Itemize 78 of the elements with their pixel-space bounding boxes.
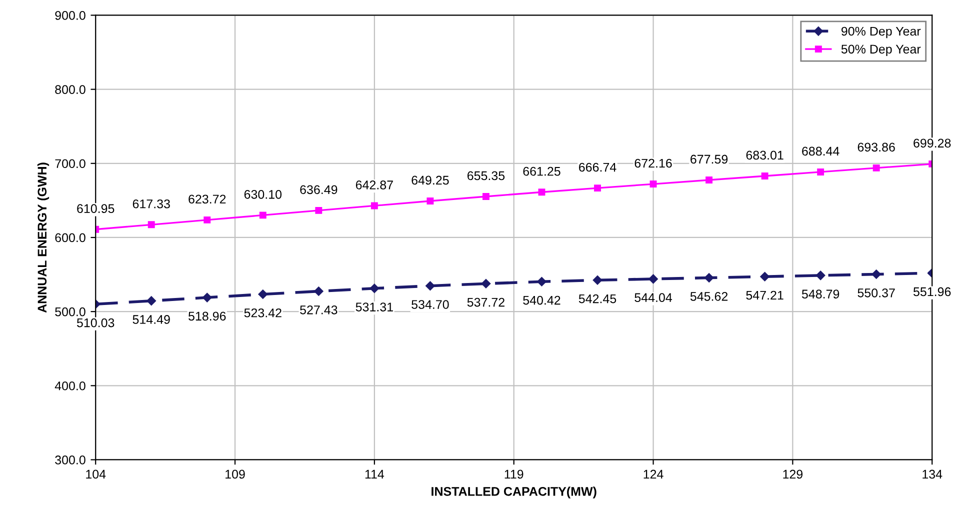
data-label: 542.45	[578, 294, 616, 304]
point	[538, 188, 546, 196]
data-label: 630.10	[244, 190, 282, 199]
point	[482, 193, 490, 200]
point	[146, 296, 156, 306]
y-tick-label: 900.0	[55, 11, 86, 20]
point	[872, 270, 881, 279]
point	[148, 221, 155, 228]
data-label: 514.49	[132, 315, 170, 324]
point	[704, 273, 714, 282]
data-label: 617.33	[132, 199, 170, 208]
x-tick-label: 114	[365, 470, 384, 479]
point	[761, 172, 768, 180]
x-tick-label: 124	[644, 470, 664, 479]
point	[426, 281, 435, 290]
x-axis-title: INSTALLED CAPACITY(MW)	[432, 486, 596, 498]
point	[481, 279, 491, 288]
point	[706, 176, 713, 184]
point	[259, 212, 266, 219]
data-label: 642.87	[356, 180, 393, 190]
x-tick-label: 134	[922, 470, 942, 479]
y-tick-label: 700.0	[55, 159, 86, 168]
data-label: 537.72	[467, 298, 504, 307]
data-label: 545.62	[690, 292, 728, 301]
data-label: 683.01	[746, 150, 784, 160]
data-label: 550.37	[858, 288, 895, 298]
data-label: 540.42	[523, 296, 560, 305]
data-label: 677.59	[690, 154, 728, 164]
point	[816, 270, 826, 280]
data-label: 510.03	[76, 318, 114, 328]
data-label: 672.16	[634, 158, 672, 168]
data-label: 523.42	[244, 308, 282, 318]
point	[592, 276, 602, 285]
data-label: 551.96	[913, 287, 951, 296]
point	[202, 292, 212, 302]
legend-label: 90% Dep Year	[842, 26, 921, 38]
y-tick-label: 800.0	[55, 85, 86, 94]
data-label: 544.04	[634, 293, 672, 302]
y-axis-title: ANNUAL ENERGY (GWH)	[37, 162, 50, 313]
point	[648, 274, 658, 284]
y-tick-label: 600.0	[55, 233, 86, 242]
point	[370, 202, 378, 210]
point	[537, 277, 546, 286]
data-label: 531.31	[356, 302, 393, 312]
data-label: 655.35	[467, 171, 505, 180]
point	[314, 286, 324, 296]
x-tick-label: 129	[783, 470, 803, 479]
legend-label: 50% Dep Year	[841, 44, 921, 56]
point	[315, 206, 322, 214]
data-label: 547.21	[746, 290, 784, 300]
point	[594, 184, 601, 192]
data-label: 623.72	[188, 194, 226, 204]
y-tick-label: 500.0	[55, 307, 86, 316]
data-label: 518.96	[188, 312, 226, 321]
x-tick-label: 109	[226, 470, 245, 479]
point	[370, 284, 380, 293]
data-label: 636.49	[300, 185, 338, 194]
data-label: 693.86	[858, 142, 895, 152]
data-label: 699.28	[914, 138, 951, 148]
y-tick-label: 300.0	[55, 456, 86, 464]
point	[258, 290, 268, 299]
data-label: 661.25	[523, 166, 560, 176]
data-label: 649.25	[412, 176, 449, 185]
point	[426, 198, 434, 204]
point	[817, 168, 824, 176]
data-label: 688.44	[802, 146, 840, 156]
point	[650, 180, 657, 188]
point	[204, 216, 211, 224]
data-label: 548.79	[802, 290, 840, 298]
y-tick-label: 400.0	[54, 381, 86, 390]
data-label: 534.70	[412, 300, 449, 309]
x-tick-label: 119	[504, 470, 524, 479]
point	[760, 272, 770, 282]
data-label: 610.95	[77, 204, 114, 214]
data-label: 666.74	[579, 162, 616, 172]
x-tick-label: 104	[86, 470, 106, 479]
point	[872, 164, 880, 172]
data-label: 527.43	[300, 305, 338, 314]
